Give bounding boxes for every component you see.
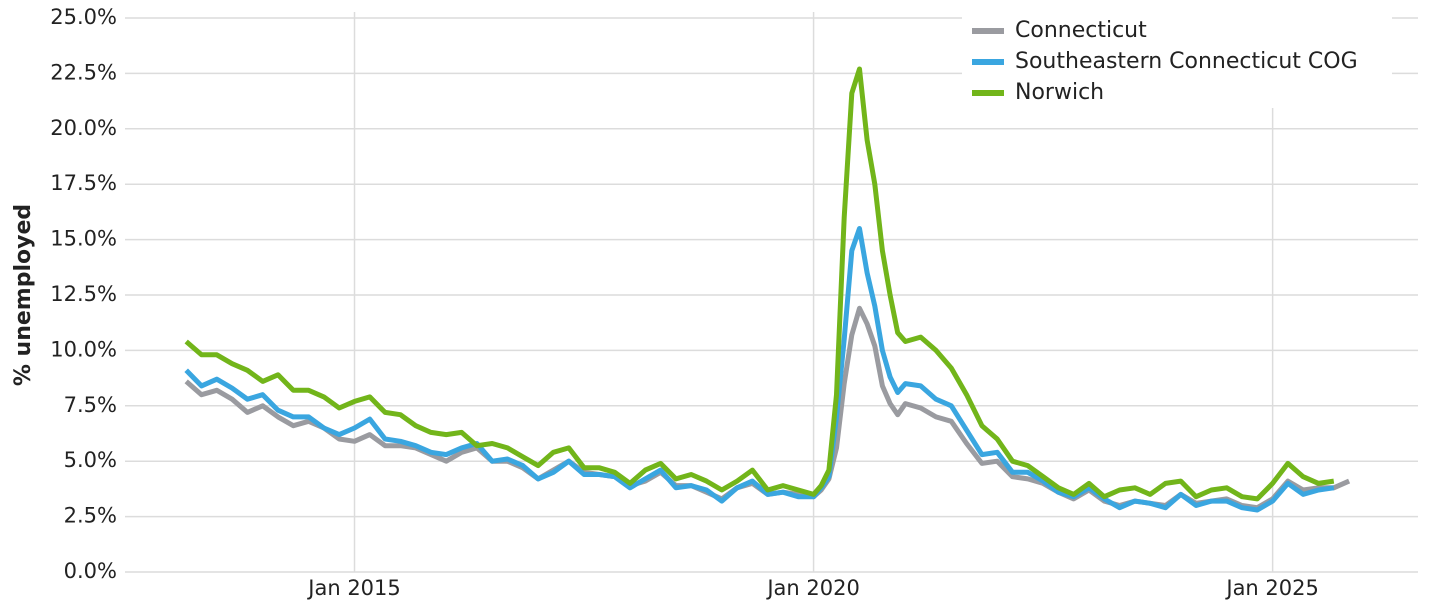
y-tick-label: 10.0% — [50, 337, 117, 361]
legend-label: Norwich — [1015, 80, 1104, 105]
y-tick-label: 22.5% — [50, 60, 117, 84]
y-tick-label: 20.0% — [50, 116, 117, 140]
x-tick-label: Jan 2025 — [1224, 576, 1319, 600]
legend-label: Connecticut — [1015, 18, 1147, 43]
legend-background — [962, 12, 1392, 108]
x-tick-label: Jan 2015 — [306, 576, 401, 600]
y-tick-label: 25.0% — [50, 5, 117, 29]
x-tick-label: Jan 2020 — [765, 576, 860, 600]
y-axis-label: % unemployed — [11, 204, 36, 386]
series-line — [184, 305, 1351, 511]
y-tick-label: 7.5% — [64, 393, 117, 417]
y-tick-label: 2.5% — [64, 504, 117, 528]
y-tick-label: 12.5% — [50, 282, 117, 306]
series-line — [184, 66, 1335, 502]
y-tick-label: 0.0% — [64, 559, 117, 583]
y-tick-label: 5.0% — [64, 448, 117, 472]
legend-label: Southeastern Connecticut COG — [1015, 49, 1358, 74]
series-line — [184, 226, 1335, 513]
y-tick-label: 15.0% — [50, 227, 117, 251]
y-tick-label: 17.5% — [50, 171, 117, 195]
